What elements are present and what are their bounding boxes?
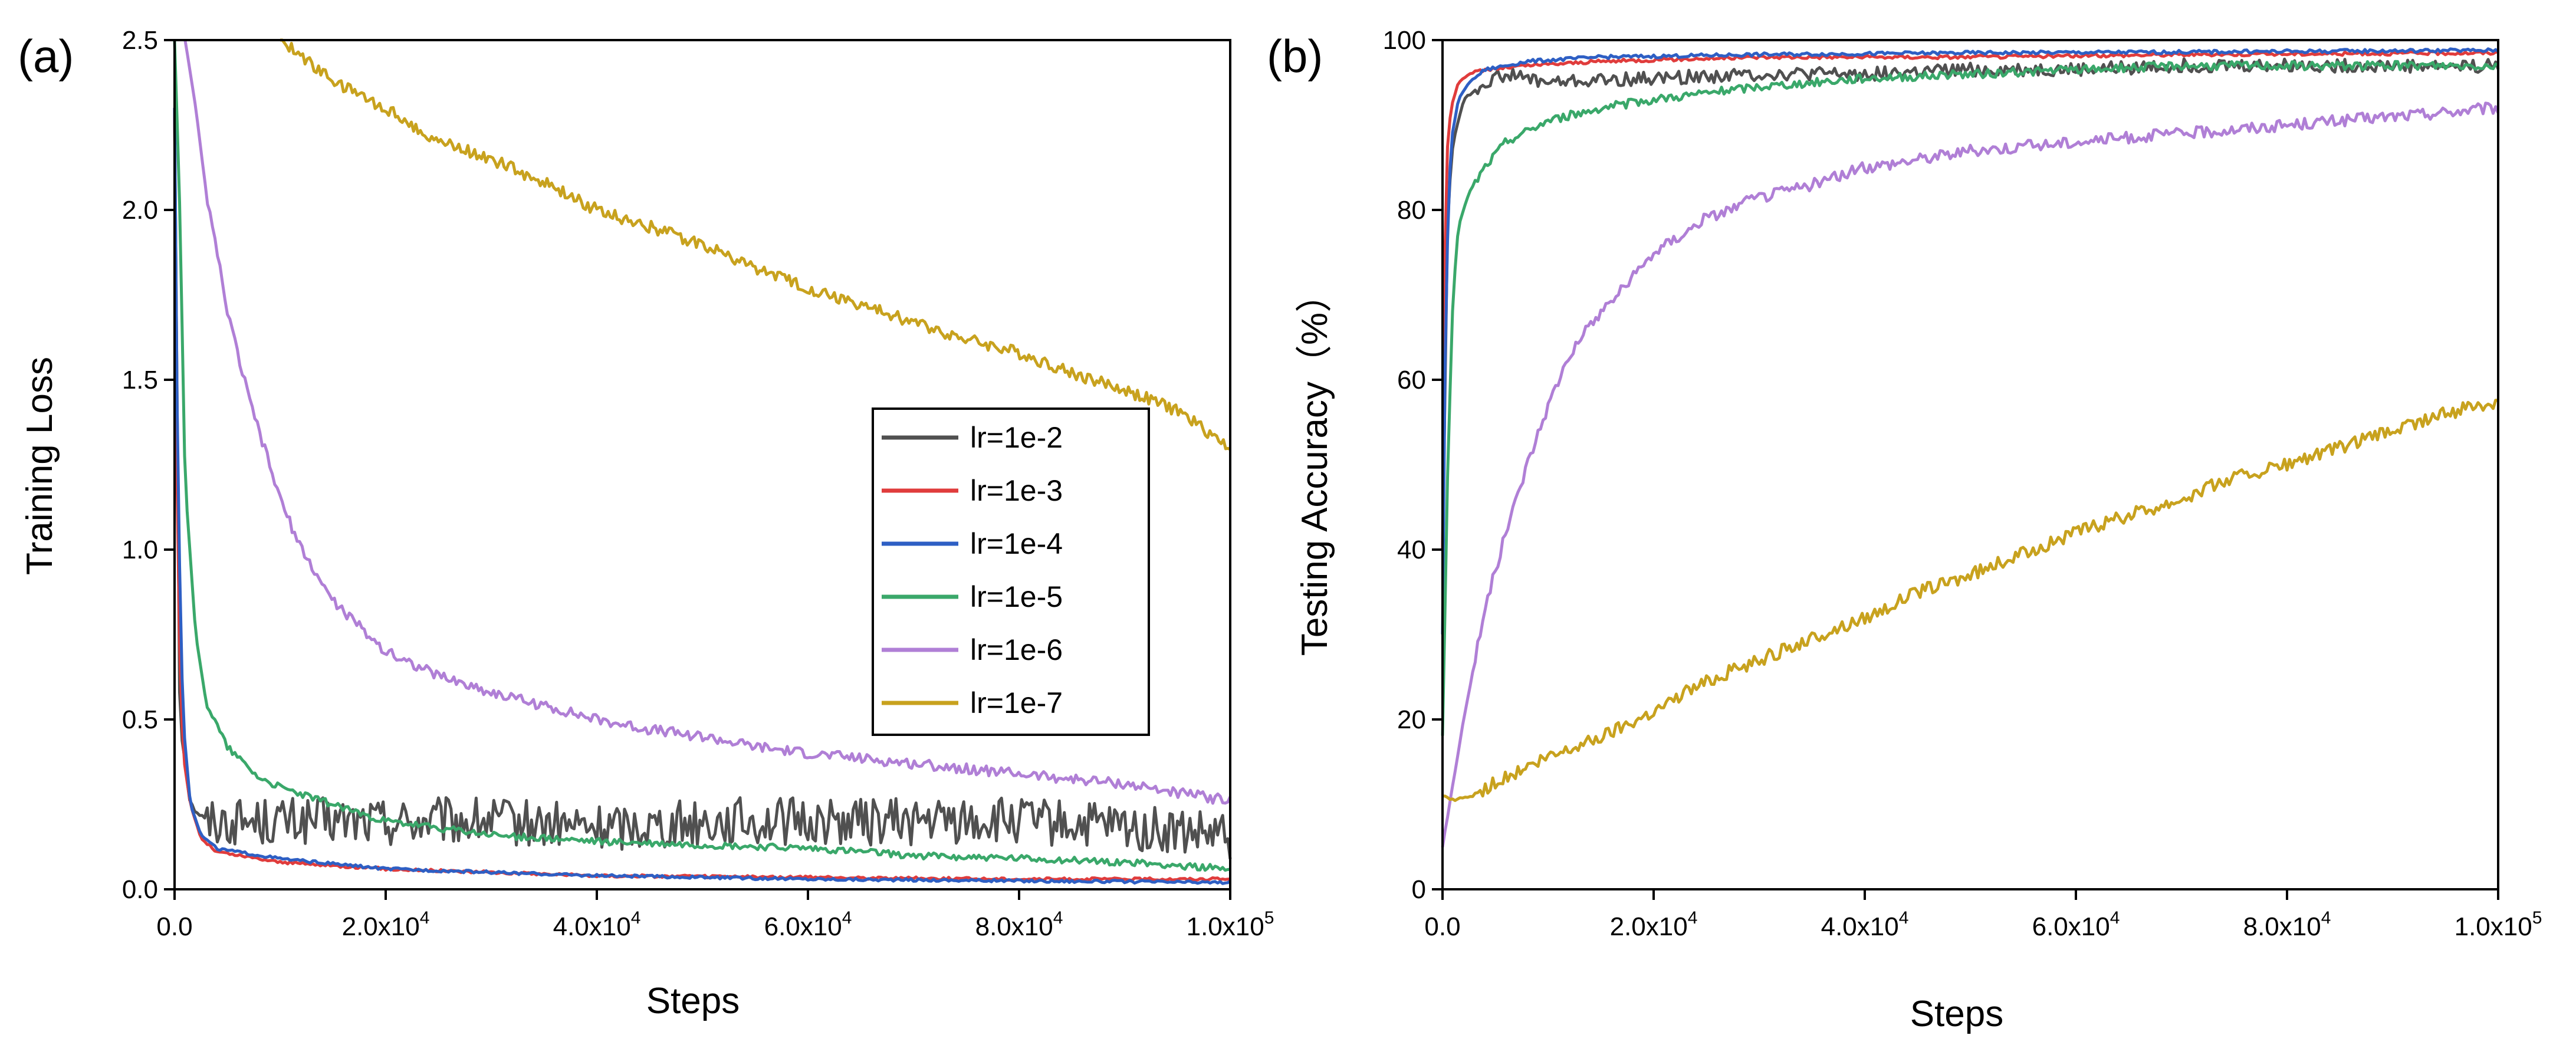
legend-label-lr-1e-5: lr=1e-5 [970,580,1063,613]
legend-item-lr-1e-2: lr=1e-2 [882,421,1063,454]
panel-a-y-tick-label: 2.5 [122,26,158,55]
panel-b-series-lr-1e-5 [1441,60,2499,736]
panel-a-series-group [173,38,1232,885]
panel-b-y-tick-label: 100 [1383,26,1426,55]
panel-a-x-tick-label: 6.0x104 [764,908,852,941]
panel-b-x-axis-title: Steps [1910,994,2004,1034]
legend-box [872,407,1150,736]
legend-label-lr-1e-7: lr=1e-7 [970,686,1063,719]
panel-a-y-tick-label: 1.5 [122,366,158,395]
panel-b-x-tick-label: 1.0x105 [2455,908,2542,941]
panel-a-series-lr-1e-6 [183,40,1232,805]
legend-item-lr-1e-6: lr=1e-6 [882,633,1063,666]
panel-a-x-tick-label: 4.0x104 [553,908,641,941]
panel-b-x-ticks: 0.0 2.0x104 4.0x104 6.0x104 8.0x104 1.0x105 [1424,889,2542,941]
panel-b-y-tick-label: 20 [1397,705,1426,734]
legend-label-lr-1e-3: lr=1e-3 [970,474,1063,507]
legend-label-lr-1e-2: lr=1e-2 [970,421,1063,454]
legend-label-lr-1e-4: lr=1e-4 [970,527,1063,560]
panel-b-y-tick-label: 80 [1397,196,1426,225]
panel-a: (a) 0.0 2.0x104 4.0x104 6.0x104 8.0x104 1.0x1… [18,26,1274,1021]
panel-a-series-lr-1e-5 [173,40,1231,872]
panel-b-series-lr-1e-7 [1442,399,2498,802]
panel-b-series-lr-1e-4 [1441,47,2499,635]
panel-b: (b) 0.0 2.0x104 4.0x104 6.0x104 8.0x104 1.0x1… [1267,26,2542,1034]
panel-b-y-tick-label: 40 [1397,535,1426,564]
panel-a-y-tick-label: 0.5 [122,705,158,734]
panel-a-y-tick-label: 0.0 [122,875,158,904]
legend-item-lr-1e-5: lr=1e-5 [882,580,1063,613]
panel-a-series-lr-1e-4 [173,107,1231,885]
panel-a-x-ticks: 0.0 2.0x104 4.0x104 6.0x104 8.0x104 1.0x105 [156,889,1274,941]
legend: lr=1e-2 lr=1e-3 lr=1e-4 lr=1e-5 lr=1e-6 … [872,407,1150,736]
panel-b-series-lr-1e-2 [1441,57,2500,550]
legend-label-lr-1e-6: lr=1e-6 [970,633,1063,666]
panel-a-plot-frame [173,39,1231,890]
panel-a-x-tick-label: 0.0 [156,912,192,941]
panel-b-y-tick-label: 60 [1397,366,1426,395]
panel-a-label: (a) [18,30,74,82]
panel-b-y-axis-title: Testing Accuracy（%） [1294,276,1335,656]
panel-b-y-tick-label: 0 [1412,875,1426,904]
panel-b-series-lr-1e-6 [1441,101,2500,848]
panel-b-x-tick-label: 2.0x104 [1610,908,1698,941]
panel-b-y-ticks: 0 20 40 60 80 100 [1383,26,1443,904]
panel-b-label: (b) [1267,30,1323,82]
panel-b-x-tick-label: 6.0x104 [2032,908,2120,941]
panel-b-x-tick-label: 8.0x104 [2243,908,2331,941]
panel-b-plot-frame [1441,39,2499,890]
panel-a-y-tick-label: 2.0 [122,196,158,225]
panel-a-series-lr-1e-7 [280,38,1231,451]
panel-b-x-tick-label: 4.0x104 [1821,908,1909,941]
legend-item-lr-1e-7: lr=1e-7 [882,686,1063,719]
panel-a-y-tick-label: 1.0 [122,535,158,564]
panel-a-x-tick-label: 8.0x104 [975,908,1063,941]
legend-item-lr-1e-4: lr=1e-4 [882,527,1063,560]
legend-item-lr-1e-3: lr=1e-3 [882,474,1063,507]
panel-a-x-tick-label: 2.0x104 [342,908,430,941]
panel-b-series-lr-1e-3 [1441,50,2499,550]
panel-a-y-ticks: 0.0 0.5 1.0 1.5 2.0 2.5 [122,26,175,904]
panel-b-x-tick-label: 0.0 [1424,912,1460,941]
panel-a-y-axis-title: Training Loss [19,357,60,575]
panel-a-x-axis-title: Steps [646,981,740,1021]
panel-a-x-tick-label: 1.0x105 [1187,908,1274,941]
panel-b-series-group [1441,47,2500,848]
